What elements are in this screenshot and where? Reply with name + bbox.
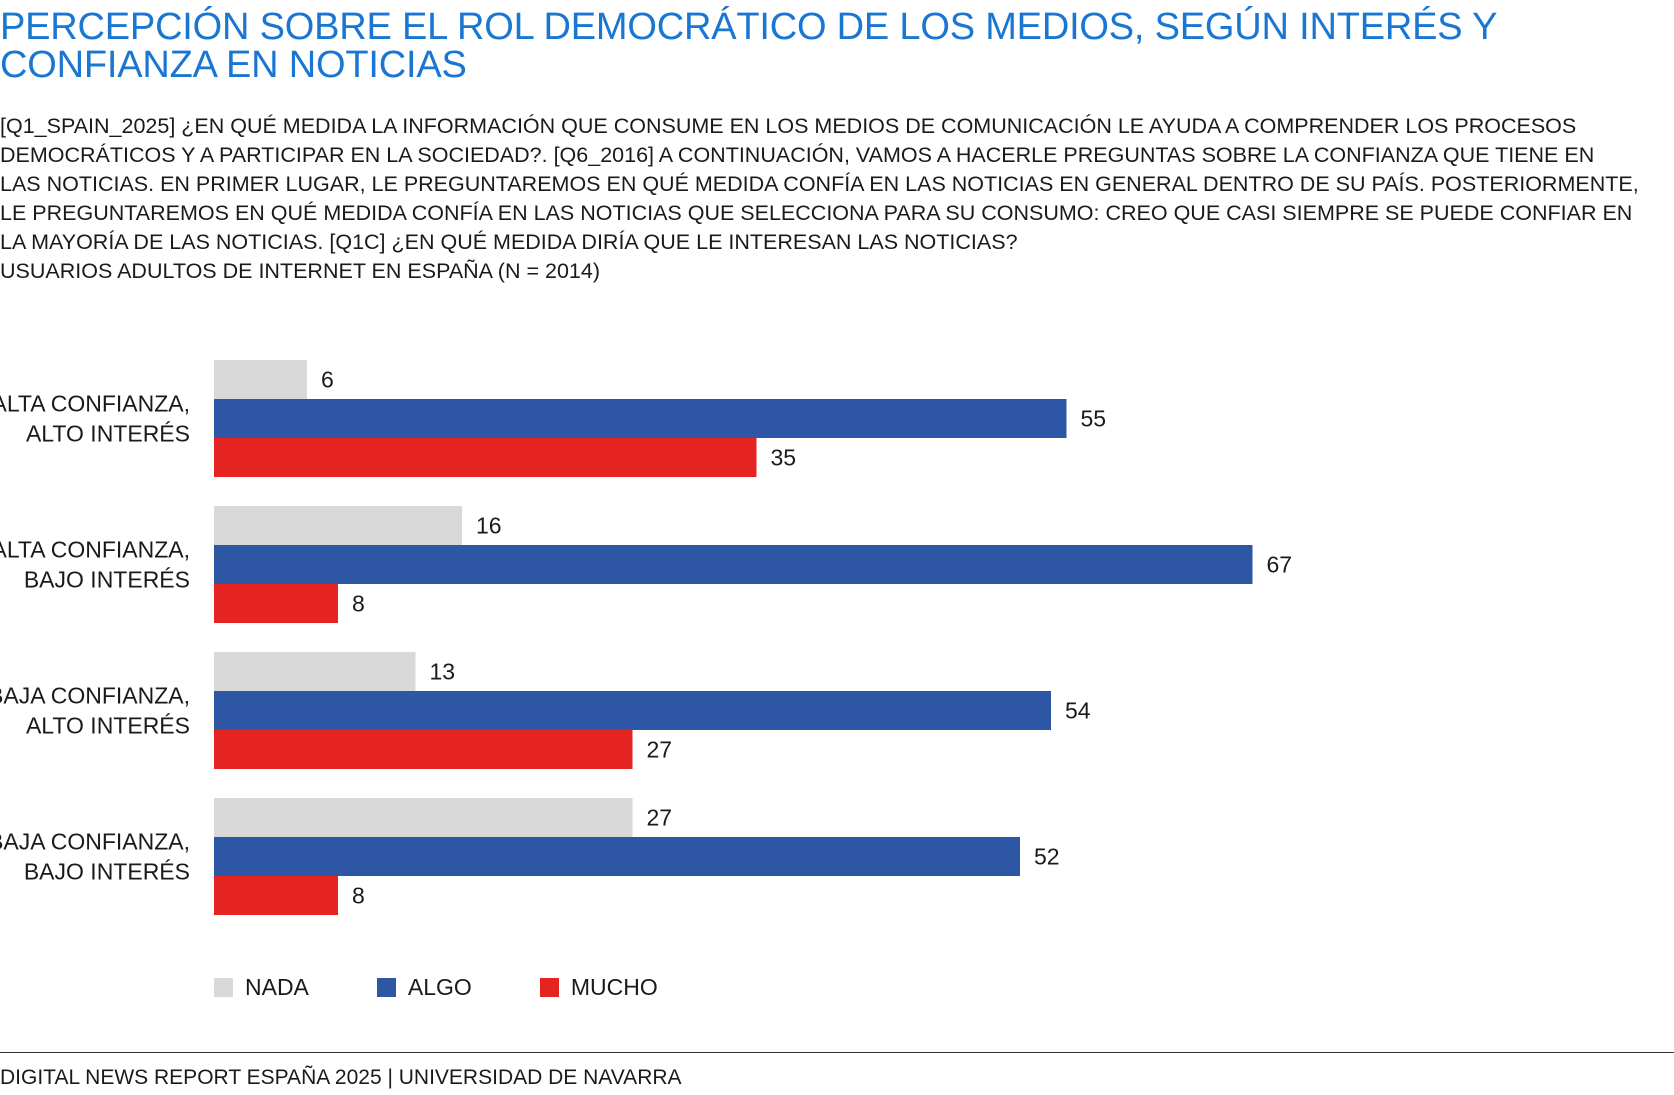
legend-label: NADA	[245, 974, 309, 1000]
data-label: 8	[352, 883, 365, 909]
data-label: 27	[647, 805, 673, 831]
legend-label: ALGO	[407, 974, 472, 1000]
bar-algo	[214, 399, 1067, 438]
legend-swatch	[214, 978, 233, 997]
bar-mucho	[214, 584, 338, 623]
data-label: 67	[1267, 552, 1293, 578]
category-label: BAJO INTERÉS	[24, 567, 190, 593]
data-label: 54	[1065, 698, 1091, 724]
chart-description: [Q1_SPAIN_2025] ¿EN QUÉ MEDIDA LA INFORM…	[0, 112, 1640, 286]
footer-source: DIGITAL NEWS REPORT ESPAÑA 2025 | UNIVER…	[0, 1066, 682, 1089]
data-label: 55	[1081, 406, 1107, 432]
bar-mucho	[214, 438, 757, 477]
data-label: 16	[476, 513, 502, 539]
data-label: 8	[352, 591, 365, 617]
legend-item-algo: ALGO	[376, 974, 472, 1001]
legend-item-mucho: MUCHO	[539, 974, 658, 1001]
footer-divider	[0, 1052, 1674, 1053]
legend-label: MUCHO	[570, 974, 658, 1000]
bar-nada	[214, 360, 307, 399]
bar-chart: ALTA CONFIANZA, ALTO INTERÉS 6 55 35 ALTA CON…	[0, 360, 1293, 915]
bar-nada	[214, 652, 416, 691]
bar-algo	[214, 545, 1253, 584]
category-label: ALTA CONFIANZA,	[0, 537, 190, 563]
legend-swatch	[539, 978, 559, 997]
bar-nada	[214, 798, 633, 837]
data-label: 6	[321, 367, 334, 393]
chart-title: PERCEPCIÓN SOBRE EL ROL DEMOCRÁTICO DE L…	[0, 6, 1497, 86]
bar-mucho	[214, 730, 633, 769]
category-label: BAJO INTERÉS	[24, 859, 190, 885]
bar-nada	[214, 506, 462, 545]
legend-item-nada: NADA	[214, 974, 309, 1001]
data-label: 13	[430, 659, 456, 685]
question-text: [Q1_SPAIN_2025] ¿EN QUÉ MEDIDA LA INFORM…	[0, 114, 1639, 254]
category-label: BAJA CONFIANZA,	[0, 683, 190, 709]
data-label: 52	[1034, 844, 1060, 870]
bar-mucho	[214, 876, 338, 915]
bar-algo	[214, 691, 1051, 730]
bar-algo	[214, 837, 1020, 876]
category-label: BAJA CONFIANZA,	[0, 829, 190, 855]
sample-note: USUARIOS ADULTOS DE INTERNET EN ESPAÑA (…	[0, 259, 600, 283]
chart-legend: NADA ALGO MUCHO	[214, 974, 726, 1001]
category-label: ALTO INTERÉS	[26, 713, 190, 739]
data-label: 35	[771, 445, 797, 471]
category-label: ALTA CONFIANZA,	[0, 391, 190, 417]
legend-swatch	[376, 978, 396, 997]
category-label: ALTO INTERÉS	[26, 421, 190, 447]
data-label: 27	[647, 737, 673, 763]
